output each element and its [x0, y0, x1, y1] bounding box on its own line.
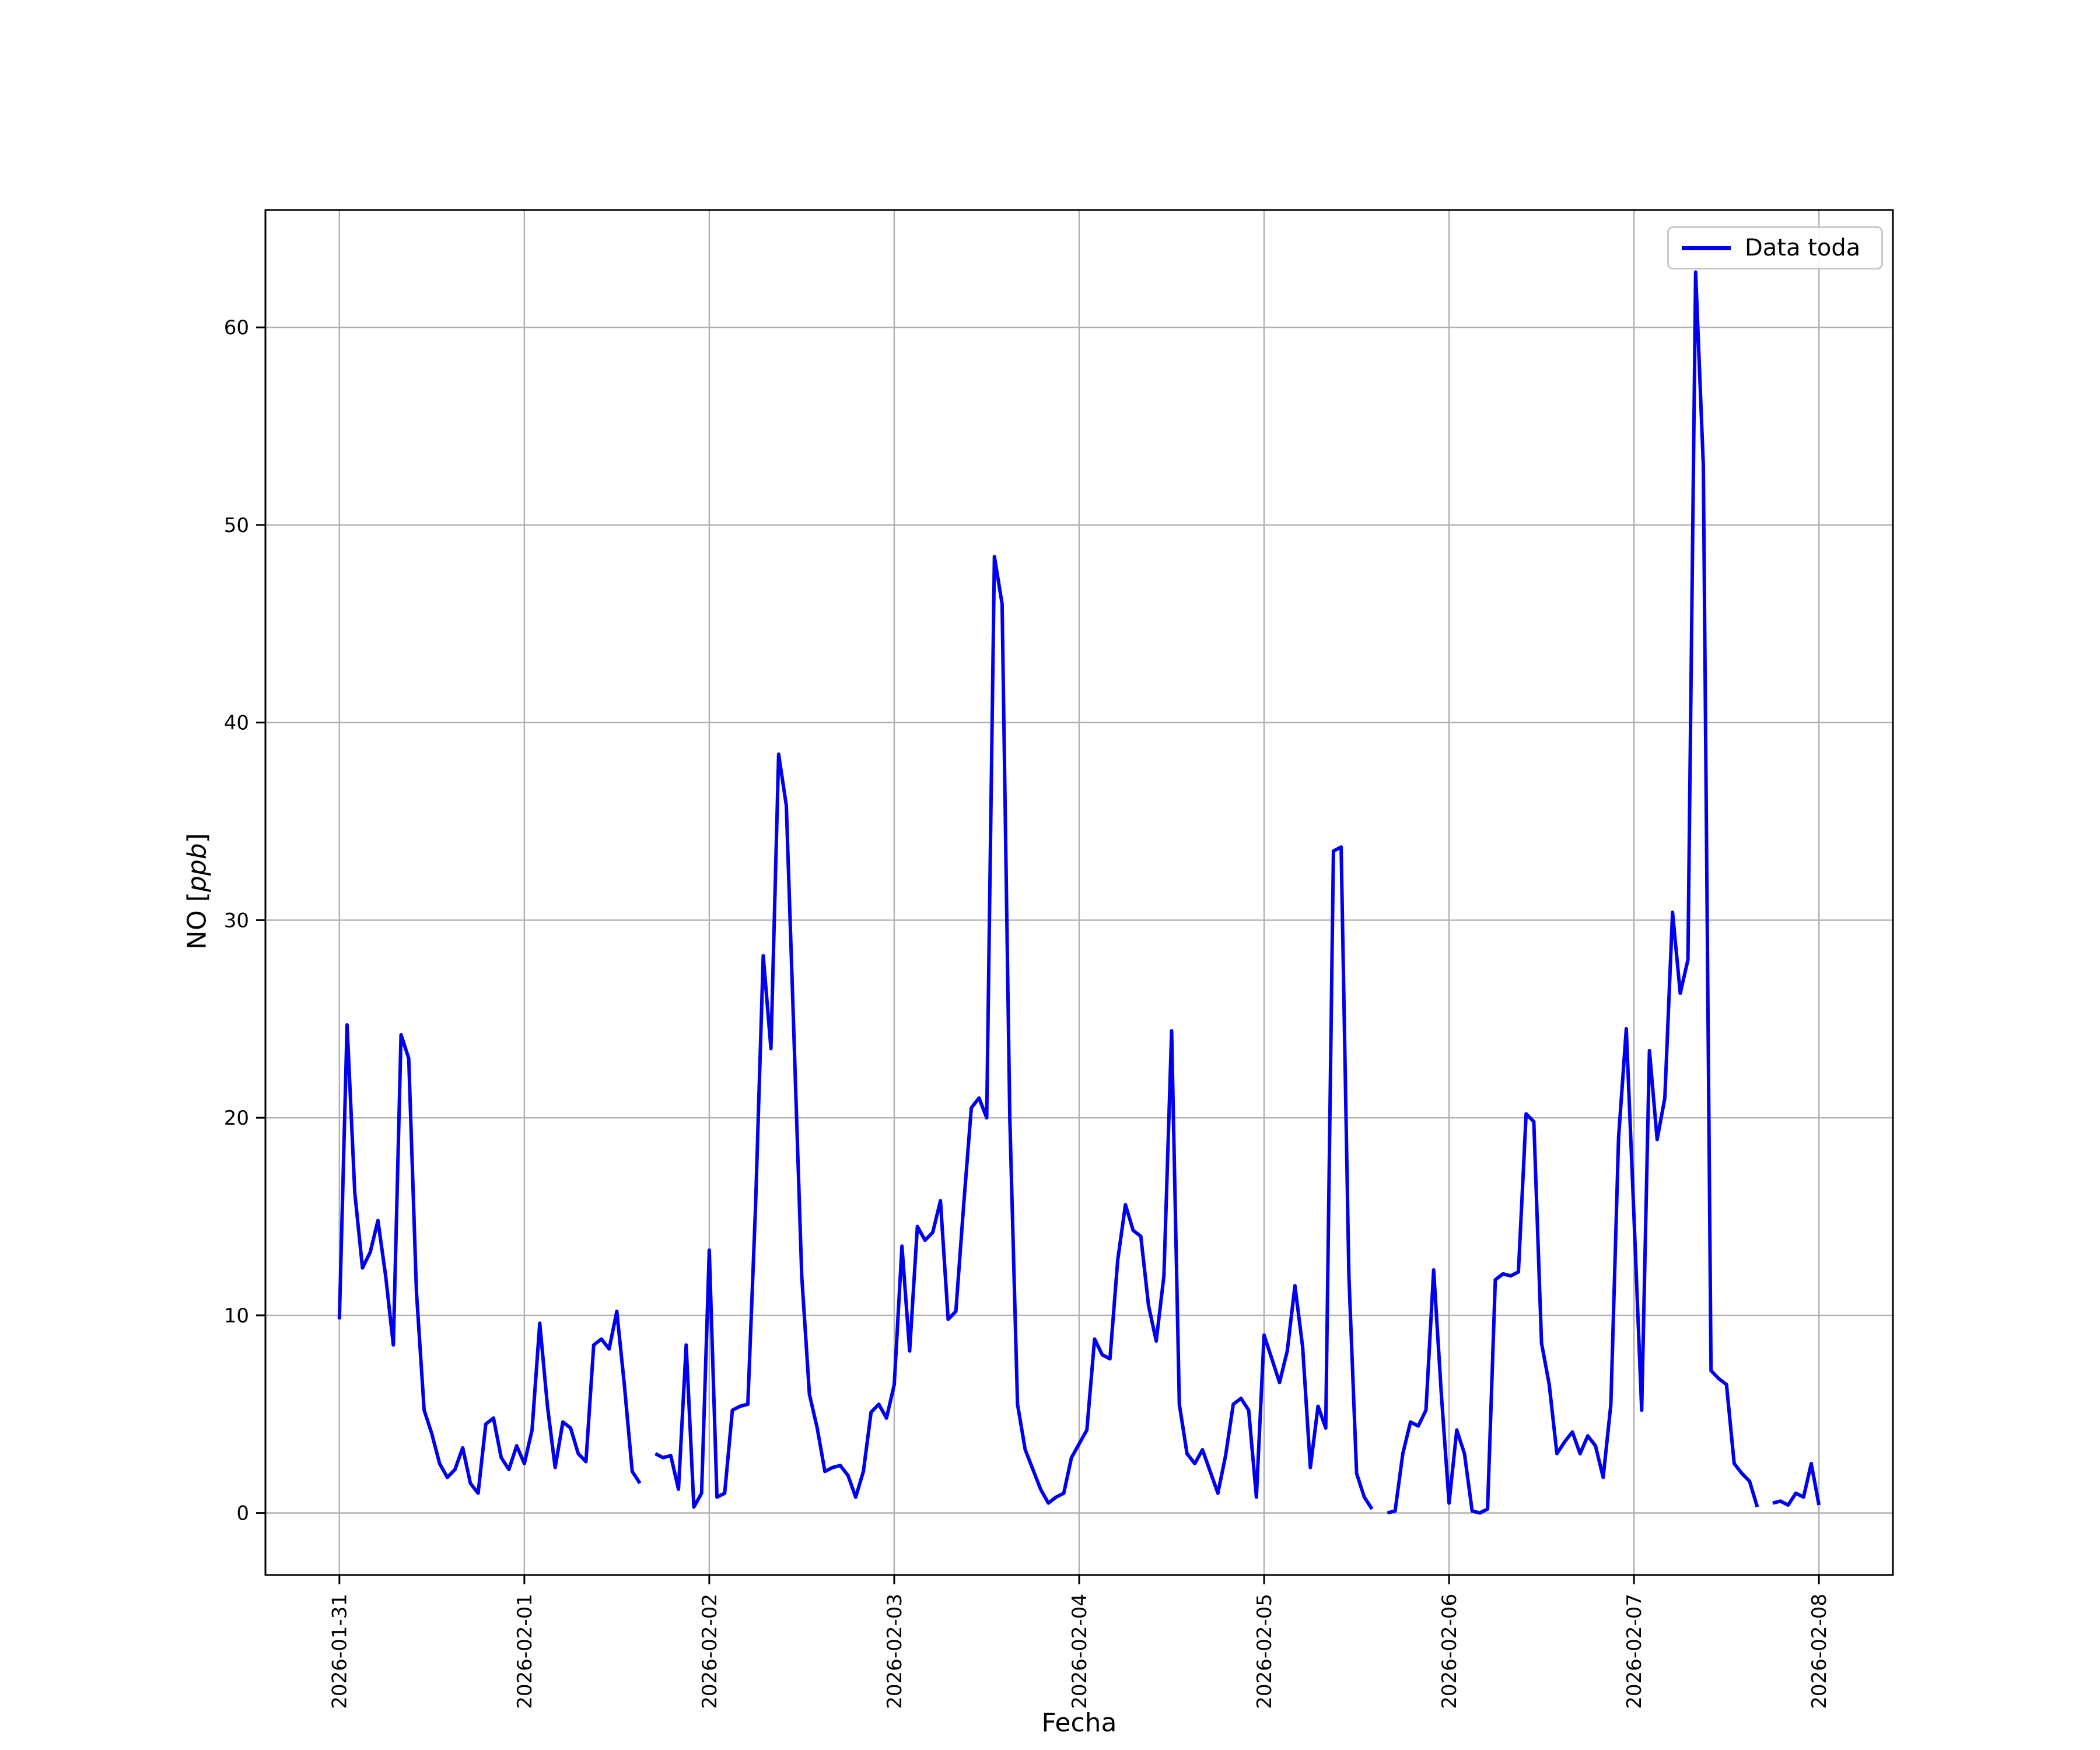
- y-tick-label: 10: [224, 1304, 249, 1328]
- y-tick-label: 20: [224, 1107, 249, 1130]
- x-tick-label: 2026-02-07: [1623, 1594, 1646, 1709]
- y-axis-label-suffix: ]: [182, 833, 212, 844]
- y-axis-label-unit: ppb: [182, 843, 212, 892]
- x-tick-label: 2026-02-06: [1438, 1594, 1461, 1709]
- y-tick-label: 0: [236, 1502, 249, 1525]
- y-axis-label-prefix: NO [: [182, 892, 212, 950]
- x-tick-label: 2026-02-08: [1808, 1594, 1831, 1709]
- x-axis-label: Fecha: [1041, 1708, 1117, 1738]
- series-line-0: [337, 270, 1821, 1515]
- legend-line-sample: [1682, 246, 1731, 250]
- x-tick-label: 2026-02-02: [698, 1594, 722, 1709]
- legend: Data toda: [1667, 226, 1883, 270]
- x-tick-label: 2026-02-01: [513, 1594, 537, 1709]
- y-axis-label: NO [ppb]: [183, 833, 212, 950]
- y-tick-label: 30: [224, 909, 249, 932]
- x-tick-label: 2026-01-31: [328, 1594, 352, 1709]
- y-tick-label: 50: [224, 514, 249, 537]
- x-tick-label: 2026-02-05: [1253, 1594, 1276, 1709]
- y-tick-label: 40: [224, 712, 249, 735]
- y-tick-label: 60: [224, 316, 249, 340]
- x-tick-label: 2026-02-04: [1068, 1594, 1091, 1709]
- x-tick-label: 2026-02-03: [883, 1594, 907, 1709]
- legend-entry-label: Data toda: [1745, 235, 1861, 261]
